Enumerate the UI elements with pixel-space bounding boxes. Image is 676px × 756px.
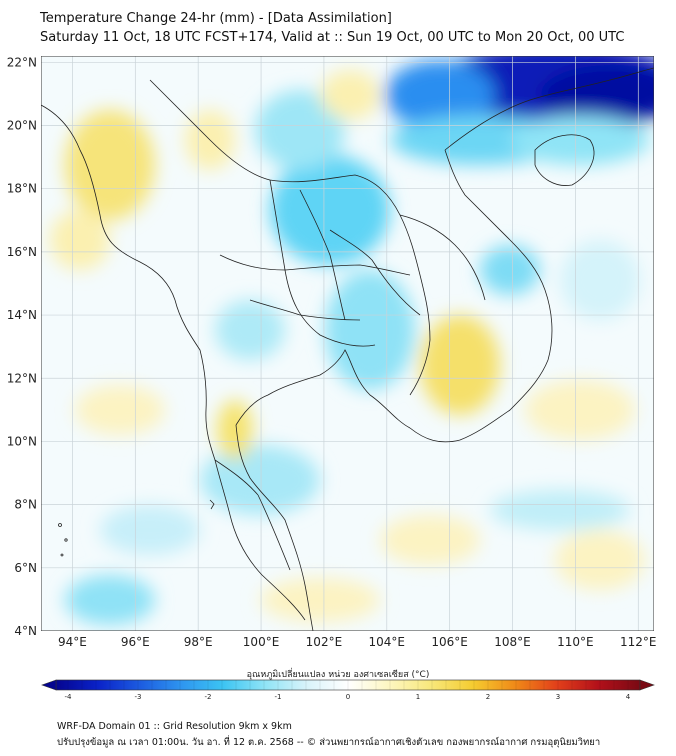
colorbar-title: อุณหภูมิเปลี่ยนแปลง หน่วย องศาเซลเซียส (…	[246, 670, 430, 680]
lon-tick-label: 106°E	[431, 635, 468, 649]
lat-tick-label: 4°N	[14, 624, 37, 638]
colorbar-tick-label: 0	[346, 693, 350, 700]
colorbar-min-extend	[41, 679, 57, 691]
coastlines	[41, 67, 654, 631]
colorbar-tick-label: 2	[486, 693, 490, 700]
lon-tick-label: 96°E	[121, 635, 150, 649]
lat-tick-label: 20°N	[7, 119, 37, 133]
map-title: Temperature Change 24-hr (mm) - [Data As…	[40, 11, 392, 26]
lat-tick-label: 14°N	[7, 308, 37, 322]
colorbar-tick-label: -4	[65, 693, 73, 700]
footer-credits: ปรับปรุงข้อมูล ณ เวลา 01:00น. วัน อา. ที…	[57, 737, 601, 748]
temperature-field	[41, 56, 654, 631]
lon-tick-label: 108°E	[494, 635, 531, 649]
lon-tick-label: 100°E	[243, 635, 280, 649]
colorbar-max-extend	[639, 679, 655, 691]
colorbar-tick-label: -2	[205, 693, 212, 700]
graticule	[41, 56, 654, 631]
lat-tick-label: 22°N	[7, 55, 37, 69]
lon-tick-label: 104°E	[369, 635, 406, 649]
colorbar: -4 -3 -2 -1 0 1 2 3 4	[41, 679, 655, 700]
colorbar-tick-label: -1	[275, 693, 282, 700]
colorbar-tick-label: 1	[416, 693, 420, 700]
footer-domain-info: WRF-DA Domain 01 :: Grid Resolution 9km …	[57, 721, 292, 732]
colorbar-tick-label: 3	[556, 693, 560, 700]
lon-tick-label: 98°E	[184, 635, 213, 649]
map-figure: 22°N 20°N 18°N 16°N 14°N 12°N 10°N 8°N 6°N 4°N 94…	[7, 55, 657, 700]
lat-tick-label: 6°N	[14, 561, 37, 575]
colorbar-tick-label: 4	[626, 693, 631, 700]
lat-tick-label: 18°N	[7, 182, 37, 196]
lon-tick-label: 94°E	[58, 635, 87, 649]
lat-tick-label: 8°N	[14, 498, 37, 512]
colorbar-tick-label: -3	[135, 693, 142, 700]
lat-tick-label: 16°N	[7, 245, 37, 259]
lat-tick-label: 12°N	[7, 371, 37, 385]
map-subtitle: Saturday 11 Oct, 18 UTC FCST+174, Valid …	[40, 30, 625, 45]
latitude-labels: 22°N 20°N 18°N 16°N 14°N 12°N 10°N 8°N 6°N 4°N	[7, 55, 37, 638]
lon-tick-label: 102°E	[306, 635, 343, 649]
lat-tick-label: 10°N	[7, 434, 37, 448]
longitude-labels: 94°E 96°E 98°E 100°E 102°E 104°E 106°E 108°E 110…	[58, 635, 657, 649]
lon-tick-label: 110°E	[557, 635, 594, 649]
lon-tick-label: 112°E	[620, 635, 657, 649]
